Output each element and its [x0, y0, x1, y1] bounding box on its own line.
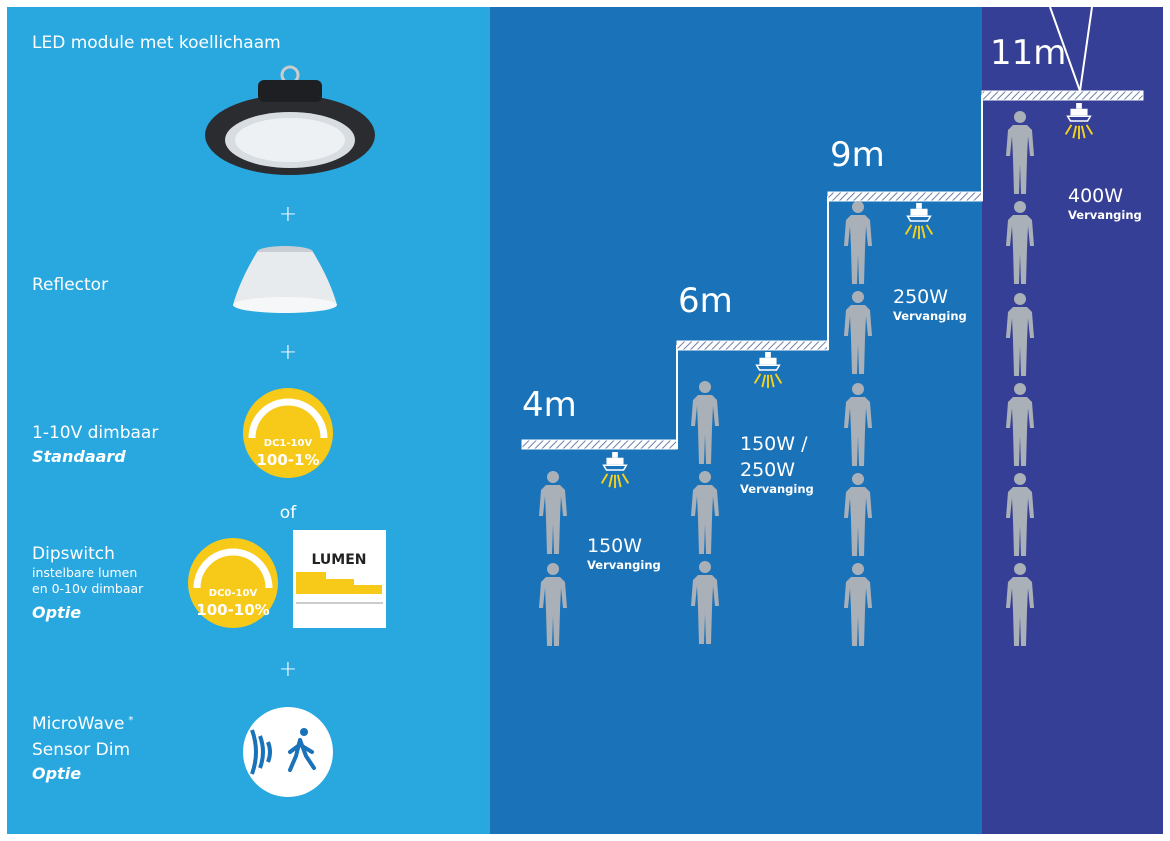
- note: Optie: [32, 764, 81, 783]
- sensor-icon: [243, 707, 333, 797]
- wattage: 400W: [1068, 185, 1123, 207]
- plus: +: [279, 657, 297, 682]
- wattage: 250W: [740, 459, 795, 481]
- note: Optie: [32, 603, 81, 622]
- sensor-name: MicroWave: [32, 714, 124, 734]
- badge-bottom: 100-10%: [196, 601, 269, 619]
- plus: +: [279, 340, 297, 365]
- height-label: 4m: [522, 385, 577, 425]
- wattage: 150W: [587, 535, 642, 557]
- note: Vervanging: [1068, 208, 1142, 222]
- label: 1-10V dimbaar: [32, 423, 158, 443]
- line: en 0-10v dimbaar: [32, 581, 144, 596]
- plus: +: [279, 202, 297, 227]
- note: Vervanging: [893, 309, 967, 323]
- wattage: 250W: [893, 286, 948, 308]
- badge-bottom: 100-1%: [256, 451, 319, 469]
- label: MicroWave *: [32, 714, 133, 734]
- note: Vervanging: [587, 558, 661, 572]
- lumen: LUMEN: [311, 552, 366, 568]
- page: LED module met koellichaam + Reflector +…: [0, 0, 1170, 841]
- badge: DC0-10V 100-10%: [188, 538, 278, 628]
- label: Dipswitch: [32, 544, 115, 564]
- infographic: LED module met koellichaam + Reflector +…: [0, 0, 1170, 841]
- badge: DC1-10V 100-1%: [243, 388, 333, 478]
- note: Vervanging: [740, 482, 814, 496]
- wattage: 150W /: [740, 433, 808, 455]
- line: instelbare lumen: [32, 565, 137, 580]
- height-label: 11m: [990, 33, 1066, 73]
- label: Reflector: [32, 275, 108, 295]
- line: Sensor Dim: [32, 740, 130, 760]
- badge-top: DC0-10V: [209, 588, 258, 599]
- note: Standaard: [32, 447, 126, 466]
- header: LED module met koellichaam: [32, 33, 281, 53]
- footnote-mark: *: [128, 715, 133, 726]
- height-label: 6m: [678, 281, 733, 321]
- lumen-card: LUMEN: [293, 530, 386, 628]
- or: of: [280, 503, 297, 523]
- badge-top: DC1-10V: [264, 438, 313, 449]
- height-label: 9m: [830, 135, 885, 175]
